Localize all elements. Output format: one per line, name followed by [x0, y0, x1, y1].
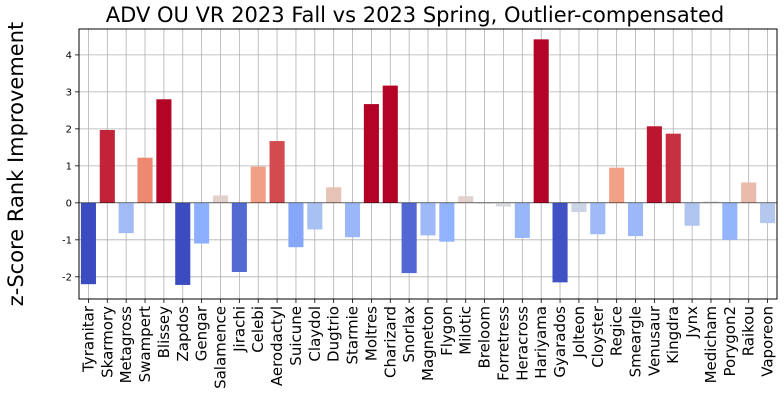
- x-tick-label: Claydol: [306, 306, 324, 362]
- bar-blissey: [156, 99, 172, 203]
- x-ticks: Tyranitar Skarmory Metagross Swampert Blisse…: [79, 299, 777, 389]
- x-tick-label: Breloom: [476, 306, 494, 369]
- bar-smeargle: [627, 202, 644, 237]
- x-tick-label: Vaporeon: [759, 306, 777, 377]
- bar-snorlax: [401, 202, 417, 274]
- x-tick-label: Smeargle: [627, 306, 645, 377]
- bar-claydol: [307, 202, 323, 230]
- x-tick-label: Kingdra: [664, 306, 682, 364]
- x-tick-label: Celebi: [249, 306, 267, 353]
- bar-dugtrio: [326, 187, 342, 203]
- bar-milotic: [458, 196, 474, 203]
- bar-vaporeon: [760, 202, 776, 224]
- bar-magneton: [420, 202, 436, 236]
- x-tick-label: Aerodactyl: [268, 306, 286, 386]
- bar-heracross: [514, 202, 530, 238]
- x-tick-label: Skarmory: [98, 306, 116, 378]
- bars: [80, 39, 776, 285]
- bar-raikou: [741, 182, 757, 203]
- bar-metagross: [118, 202, 134, 234]
- y-tick-label: 3: [66, 87, 72, 98]
- y-tick-label: -2: [62, 272, 72, 283]
- x-tick-label: Jynx: [683, 306, 701, 339]
- bar-regice: [609, 167, 625, 203]
- y-tick-label: 2: [66, 124, 72, 135]
- x-tick-label: Jirachi: [230, 306, 248, 353]
- bar-swampert: [137, 157, 153, 203]
- x-tick-label: Zapdos: [174, 306, 192, 362]
- bar-salamence: [212, 195, 229, 203]
- bar-flygon: [439, 202, 455, 242]
- x-tick-label: Jolteon: [570, 306, 588, 359]
- y-tick-label: -1: [62, 235, 72, 246]
- x-tick-label: Gengar: [193, 305, 211, 361]
- x-tick-label: Suicune: [287, 306, 305, 366]
- bar-venusaur: [646, 126, 662, 203]
- x-tick-label: Tyranitar: [79, 305, 97, 373]
- x-tick-label: Salamence: [211, 306, 229, 389]
- x-tick-label: Heracross: [513, 306, 531, 381]
- bar-breloom: [477, 202, 493, 204]
- x-tick-label: Blissey: [155, 306, 173, 358]
- x-tick-label: Metagross: [117, 306, 135, 384]
- bar-jynx: [684, 202, 700, 226]
- bar-celebi: [250, 166, 266, 203]
- bar-skarmory: [99, 129, 115, 203]
- x-tick-label: Venusaur: [645, 305, 663, 376]
- y-axis-label: z-Score Rank Improvement: [4, 22, 28, 307]
- x-tick-label: Starmie: [344, 306, 362, 365]
- bar-jirachi: [231, 202, 247, 272]
- bar-suicune: [288, 202, 304, 248]
- bar-cloyster: [590, 202, 606, 235]
- x-tick-label: Hariyama: [532, 306, 550, 379]
- x-tick-label: Raikou: [740, 306, 758, 356]
- bar-starmie: [344, 202, 361, 238]
- x-tick-label: Flygon: [438, 306, 456, 356]
- x-tick-label: Regice: [608, 306, 626, 356]
- x-tick-label: Dugtrio: [325, 306, 343, 362]
- bar-zapdos: [175, 202, 191, 285]
- y-tick-label: 1: [66, 161, 72, 172]
- bar-aerodactyl: [269, 141, 285, 203]
- bar-kingdra: [665, 133, 681, 203]
- chart-title: ADV OU VR 2023 Fall vs 2023 Spring, Outl…: [106, 3, 724, 27]
- bar-tyranitar: [80, 202, 96, 285]
- bar-medicham: [703, 201, 719, 203]
- bar-gengar: [194, 202, 210, 244]
- bar-hariyama: [533, 39, 549, 203]
- x-tick-label: Snorlax: [400, 306, 418, 363]
- y-tick-label: 4: [66, 50, 72, 61]
- x-tick-label: Swampert: [136, 306, 154, 383]
- y-ticks: -2 -1 0 1 2 3 4: [62, 50, 79, 283]
- x-tick-label: Porygon2: [721, 306, 739, 376]
- grid: [79, 29, 777, 299]
- bar-jolteon: [571, 202, 587, 213]
- x-tick-label: Medicham: [702, 306, 720, 383]
- x-tick-label: Cloyster: [589, 305, 607, 368]
- x-tick-label: Gyarados: [551, 306, 569, 378]
- bar-porygon2: [722, 202, 738, 240]
- x-tick-label: Forretress: [494, 306, 512, 381]
- bar-forretress: [495, 202, 512, 207]
- y-tick-label: 0: [66, 198, 72, 209]
- x-tick-label: Milotic: [457, 306, 475, 355]
- bar-moltres: [363, 104, 379, 203]
- bar-gyarados: [552, 202, 568, 283]
- x-tick-label: Moltres: [362, 306, 380, 361]
- x-tick-label: Charizard: [381, 306, 399, 378]
- x-tick-label: Magneton: [419, 306, 437, 381]
- bar-charizard: [382, 85, 398, 203]
